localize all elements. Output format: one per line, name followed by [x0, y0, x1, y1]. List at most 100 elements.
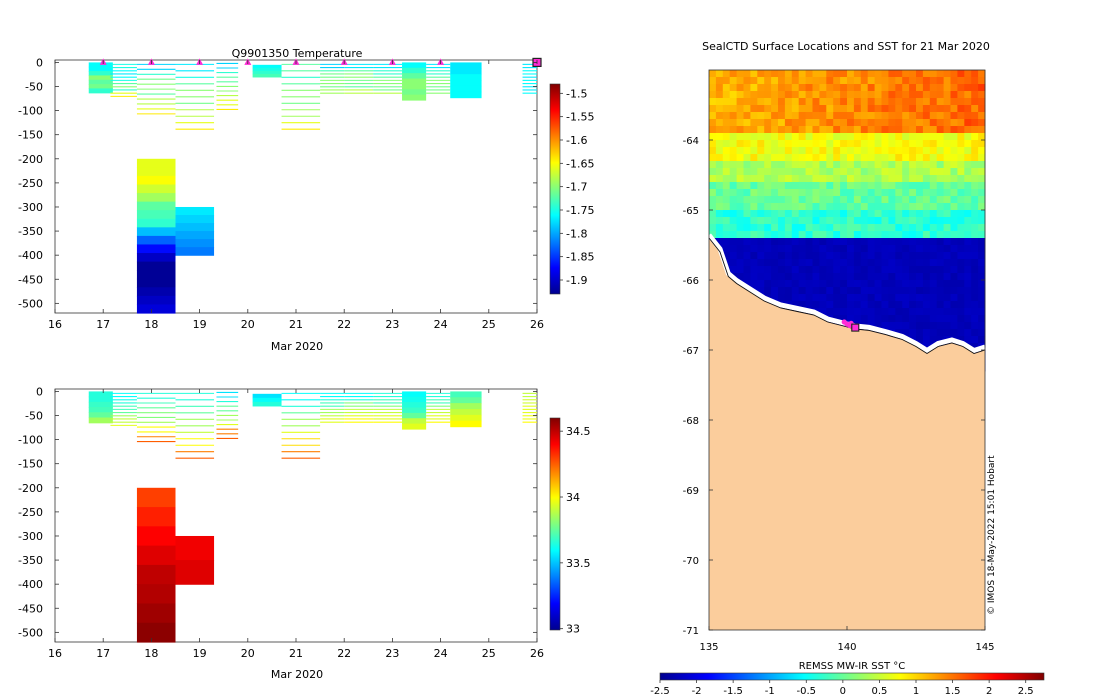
sst-cell	[764, 84, 772, 92]
sst-cell	[805, 252, 813, 260]
sst-cell	[916, 315, 924, 323]
sst-cell	[936, 217, 944, 225]
sst-cell	[805, 140, 813, 148]
sst-cell	[743, 161, 751, 169]
sst-cell	[860, 84, 869, 92]
sst-cell	[922, 315, 931, 323]
sst-cell	[840, 70, 848, 78]
profile-cell	[136, 295, 176, 306]
sst-cell	[791, 133, 800, 141]
sst-cell	[895, 273, 903, 281]
sst-cell	[957, 273, 965, 281]
sst-cell	[771, 210, 779, 218]
sst-cell	[943, 217, 951, 225]
sst-cell	[860, 280, 869, 288]
sst-cell	[943, 70, 951, 78]
sst-cell	[943, 168, 951, 176]
sst-cell	[867, 252, 875, 260]
sst-cell	[853, 161, 862, 169]
sst-cell	[743, 224, 751, 232]
sst-cell	[853, 147, 862, 155]
sst-cell	[709, 133, 717, 141]
sst-cell	[943, 98, 951, 106]
sst-cell	[909, 119, 917, 127]
sst-cell	[978, 196, 986, 204]
profile	[320, 392, 345, 423]
sst-cell	[902, 308, 910, 316]
colorbar-tick-label: -2	[692, 686, 702, 697]
sst-cell	[784, 287, 793, 295]
sst-cell	[750, 266, 758, 274]
sst-cell	[847, 147, 855, 155]
sst-cell	[847, 210, 855, 218]
sst-cell	[909, 168, 917, 176]
sst-cell	[916, 147, 924, 155]
sst-cell	[812, 266, 820, 274]
sst-cell	[791, 126, 800, 134]
sst-cell	[916, 105, 924, 113]
sst-cell	[840, 203, 848, 211]
sst-cell	[709, 91, 717, 99]
sst-cell	[847, 77, 855, 85]
sst-cell	[840, 238, 848, 246]
sst-cell	[902, 217, 910, 225]
sst-cell	[888, 231, 896, 239]
sst-cell	[743, 273, 751, 281]
sst-cell	[722, 231, 731, 239]
sst-cell	[826, 168, 834, 176]
sst-cell	[909, 182, 917, 190]
sst-cell	[950, 147, 958, 155]
sst-cell	[722, 119, 731, 127]
sst-cell	[784, 210, 793, 218]
sst-cell	[743, 252, 751, 260]
sst-cell	[943, 287, 951, 295]
sst-cell	[936, 105, 944, 113]
sst-cell	[867, 126, 875, 134]
sst-cell	[715, 168, 724, 176]
sst-cell	[853, 280, 862, 288]
sst-cell	[784, 224, 793, 232]
profile-cell	[136, 158, 176, 168]
y-tick-label: -66	[683, 276, 699, 287]
sst-cell	[826, 301, 834, 309]
sst-cell	[964, 203, 972, 211]
sst-cell	[729, 217, 737, 225]
sst-cell	[902, 238, 910, 246]
sst-cell	[819, 189, 827, 197]
sst-cell	[764, 196, 772, 204]
sst-cell	[902, 119, 910, 127]
sst-cell	[874, 203, 882, 211]
profile-cell	[136, 184, 176, 194]
sst-cell	[826, 189, 834, 197]
sst-cell	[750, 84, 758, 92]
sst-cell	[729, 147, 737, 155]
sst-cell	[874, 280, 882, 288]
sst-cell	[736, 147, 744, 155]
sst-cell	[957, 189, 965, 197]
sst-cell	[902, 140, 910, 148]
sst-cell	[819, 126, 827, 134]
sst-cell	[853, 119, 862, 127]
sst-cell	[922, 245, 931, 253]
sst-cell	[950, 224, 958, 232]
sst-cell	[950, 287, 958, 295]
sst-cell	[902, 105, 910, 113]
sst-cell	[791, 301, 800, 309]
sst-cell	[922, 280, 931, 288]
sst-cell	[860, 126, 869, 134]
profile-cell	[175, 239, 215, 248]
sst-cell	[840, 210, 848, 218]
sst-cell	[936, 259, 944, 267]
x-tick-label: 19	[193, 318, 207, 331]
y-tick-label: -450	[18, 273, 43, 286]
land	[709, 238, 985, 630]
sst-cell	[971, 322, 979, 330]
sst-cell	[909, 231, 917, 239]
sst-cell	[957, 168, 965, 176]
sst-cell	[909, 217, 917, 225]
sst-cell	[874, 259, 882, 267]
x-tick-label: 22	[337, 647, 351, 660]
sst-cell	[916, 84, 924, 92]
sst-cell	[867, 70, 875, 78]
profile	[110, 63, 137, 97]
